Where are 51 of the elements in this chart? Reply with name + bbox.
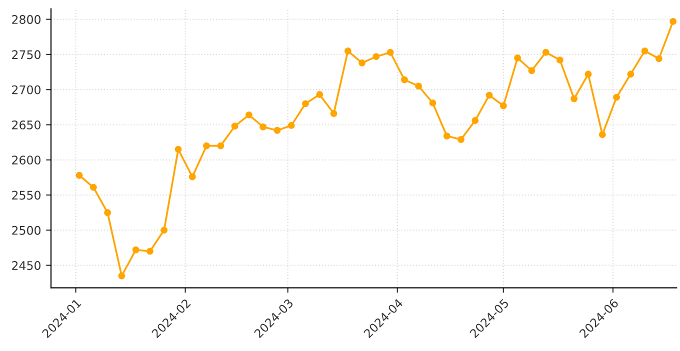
point <box>528 67 536 74</box>
point <box>174 146 182 153</box>
point <box>429 99 436 106</box>
point <box>330 110 338 117</box>
point <box>260 123 267 130</box>
point <box>458 136 464 143</box>
y-tick-label: 2750 <box>12 50 40 60</box>
y-tick-label: 2550 <box>12 190 40 200</box>
point <box>598 131 606 138</box>
point <box>90 184 97 191</box>
point <box>188 173 196 180</box>
point <box>570 95 578 102</box>
point <box>556 56 564 64</box>
point <box>386 48 394 56</box>
point <box>160 226 168 234</box>
y-tick-label: 2800 <box>12 15 40 24</box>
point <box>231 122 238 130</box>
y-tick-label: 2650 <box>12 120 40 130</box>
point <box>584 70 592 78</box>
point <box>104 209 112 216</box>
point <box>641 47 648 54</box>
point <box>542 48 550 56</box>
point <box>203 142 210 150</box>
y-tick-label: 2450 <box>12 261 40 270</box>
point <box>288 122 295 129</box>
point <box>655 55 662 62</box>
point <box>274 126 281 134</box>
point <box>443 132 450 140</box>
point <box>400 76 408 84</box>
point <box>245 111 252 118</box>
point <box>372 53 380 60</box>
point <box>118 272 126 280</box>
point <box>514 54 522 62</box>
point <box>670 18 677 25</box>
point <box>472 117 479 124</box>
y-tick-label: 2600 <box>12 156 40 165</box>
point <box>415 82 422 90</box>
point <box>358 59 366 66</box>
point <box>486 92 493 99</box>
point <box>302 100 309 108</box>
point <box>316 91 324 98</box>
point <box>500 102 507 110</box>
y-tick-label: 2500 <box>12 226 40 235</box>
y-tick-label: 2700 <box>12 85 40 94</box>
point <box>217 142 224 150</box>
point <box>132 246 140 254</box>
point <box>627 70 634 78</box>
point <box>344 47 352 54</box>
point <box>146 248 154 255</box>
point <box>613 94 620 101</box>
point <box>76 172 83 179</box>
